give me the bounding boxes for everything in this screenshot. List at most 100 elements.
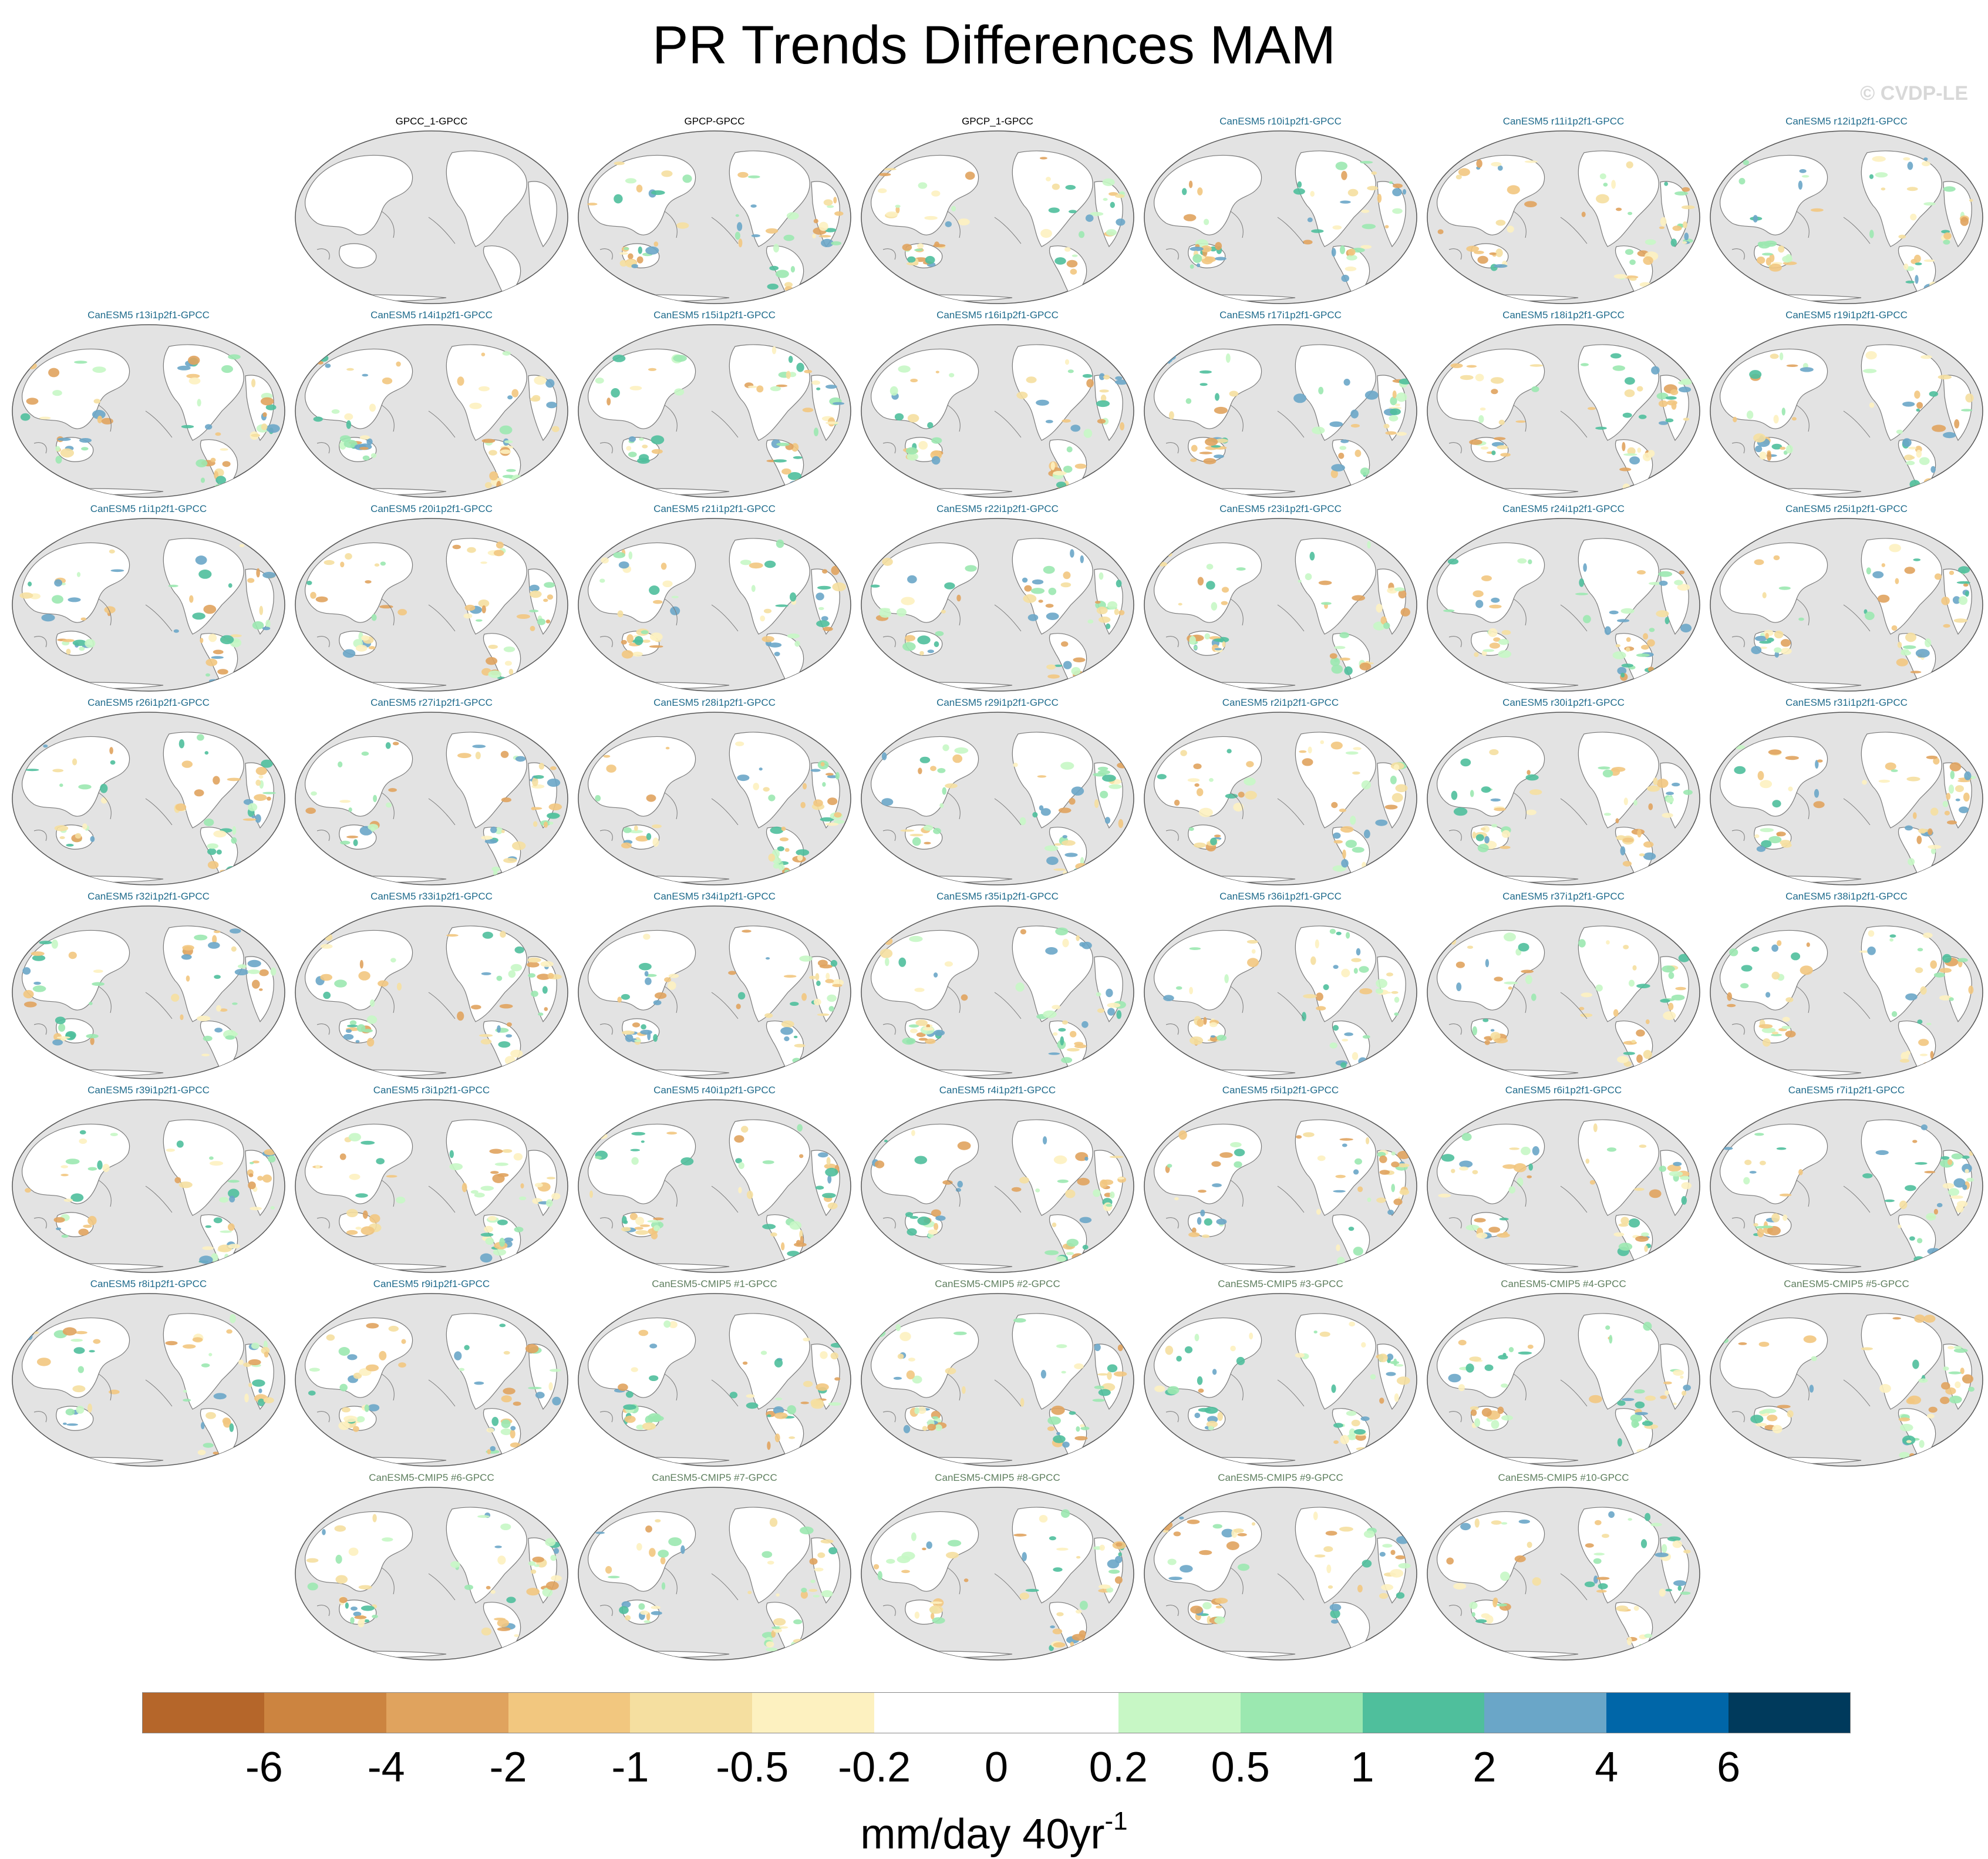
panel-label: CanESM5 r15i1p2f1-GPCC [653, 309, 776, 321]
trend-anomaly [481, 352, 486, 356]
trend-anomaly [1072, 1253, 1085, 1261]
trend-anomaly [1392, 208, 1403, 214]
trend-anomaly [639, 454, 649, 462]
trend-anomaly [249, 1161, 254, 1164]
trend-anomaly [1396, 1163, 1410, 1168]
trend-anomaly [166, 1149, 175, 1152]
trend-anomaly [1247, 958, 1259, 967]
trend-anomaly [401, 1339, 406, 1344]
panel-label: CanESM5 r4i1p2f1-GPCC [939, 1085, 1056, 1096]
trend-anomaly [39, 941, 52, 945]
trend-anomaly [1609, 610, 1619, 615]
trend-anomaly [353, 1372, 362, 1379]
trend-anomaly [1872, 571, 1884, 578]
trend-anomaly [1206, 1420, 1218, 1428]
trend-anomaly [1969, 198, 1973, 202]
trend-anomaly [775, 1397, 783, 1400]
trend-anomaly [910, 378, 918, 383]
coastline [994, 410, 1022, 438]
trend-anomaly [1869, 174, 1874, 179]
trend-anomaly [1345, 751, 1359, 755]
trend-anomaly [1517, 558, 1527, 564]
map-panel: CanESM5 r11i1p2f1-GPCC [1426, 115, 1701, 309]
trend-anomaly [1106, 623, 1111, 629]
trend-anomaly [75, 833, 82, 839]
trend-anomaly [636, 1543, 642, 1551]
trend-anomaly [651, 1611, 662, 1615]
trend-anomaly [1460, 1523, 1471, 1531]
coastline [98, 405, 112, 432]
trend-anomaly [1632, 965, 1637, 971]
trend-anomaly [343, 1415, 358, 1423]
trend-anomaly [503, 1351, 510, 1355]
trend-anomaly [1481, 446, 1489, 450]
trend-anomaly [613, 552, 625, 558]
trend-anomaly [1780, 648, 1792, 655]
trend-anomaly [320, 944, 333, 949]
trend-anomaly [1500, 1571, 1510, 1581]
trend-anomaly [1949, 997, 1954, 1001]
trend-anomaly [339, 1383, 348, 1392]
trend-anomaly [1340, 439, 1349, 443]
trend-anomaly [818, 607, 824, 610]
trend-anomaly [1096, 400, 1110, 408]
trend-anomaly [1350, 424, 1360, 428]
trend-anomaly [1349, 1321, 1356, 1327]
trend-anomaly [738, 1187, 742, 1194]
trend-anomaly [1763, 240, 1777, 247]
trend-anomaly [1783, 1214, 1788, 1221]
trend-anomaly [480, 561, 487, 564]
trend-anomaly [546, 402, 557, 409]
trend-anomaly [1910, 213, 1917, 221]
trend-anomaly [1054, 843, 1062, 846]
trend-anomaly [1617, 619, 1630, 622]
trend-anomaly [507, 871, 520, 877]
coastline [711, 992, 739, 1019]
trend-anomaly [1217, 1035, 1227, 1041]
trend-anomaly [803, 1380, 813, 1387]
trend-anomaly [260, 397, 274, 406]
coastline [664, 792, 678, 820]
trend-anomaly [368, 1404, 380, 1412]
coastline [381, 211, 395, 238]
trend-anomaly [738, 238, 743, 248]
trend-anomaly [643, 934, 651, 940]
trend-anomaly [1641, 1232, 1649, 1237]
trend-anomaly [1649, 582, 1663, 585]
trend-anomaly [186, 373, 200, 379]
world-map [861, 1487, 1134, 1661]
coastline [1277, 217, 1305, 244]
trend-anomaly [1441, 1154, 1455, 1162]
trend-anomaly [1502, 1353, 1507, 1357]
trend-anomaly [396, 1197, 406, 1204]
trend-anomaly [1371, 171, 1377, 175]
trend-anomaly [1210, 1035, 1215, 1038]
trend-anomaly [682, 174, 692, 183]
trend-anomaly [1896, 658, 1908, 666]
trend-anomaly [623, 827, 632, 833]
trend-anomaly [547, 972, 554, 979]
trend-anomaly [1016, 392, 1028, 399]
trend-anomaly [1381, 1584, 1394, 1591]
trend-anomaly [51, 939, 58, 949]
trend-anomaly [1109, 1156, 1124, 1158]
trend-anomaly [538, 1012, 544, 1016]
trend-anomaly [1575, 592, 1589, 595]
trend-anomaly [1094, 1385, 1104, 1389]
trend-anomaly [220, 870, 228, 873]
trend-anomaly [1765, 632, 1769, 639]
trend-anomaly [203, 1443, 214, 1448]
trend-anomaly [1466, 245, 1480, 252]
trend-anomaly [1950, 1195, 1963, 1199]
trend-anomaly [1099, 389, 1109, 393]
trend-anomaly [1211, 445, 1221, 448]
trend-anomaly [537, 974, 551, 980]
trend-anomaly [78, 1228, 89, 1236]
trend-anomaly [1780, 446, 1786, 450]
coastline [1731, 830, 1745, 841]
trend-anomaly [497, 1627, 511, 1631]
trend-anomaly [1659, 421, 1669, 425]
trend-anomaly [1077, 1177, 1090, 1186]
trend-anomaly [1920, 986, 1927, 995]
trend-anomaly [655, 1519, 661, 1523]
